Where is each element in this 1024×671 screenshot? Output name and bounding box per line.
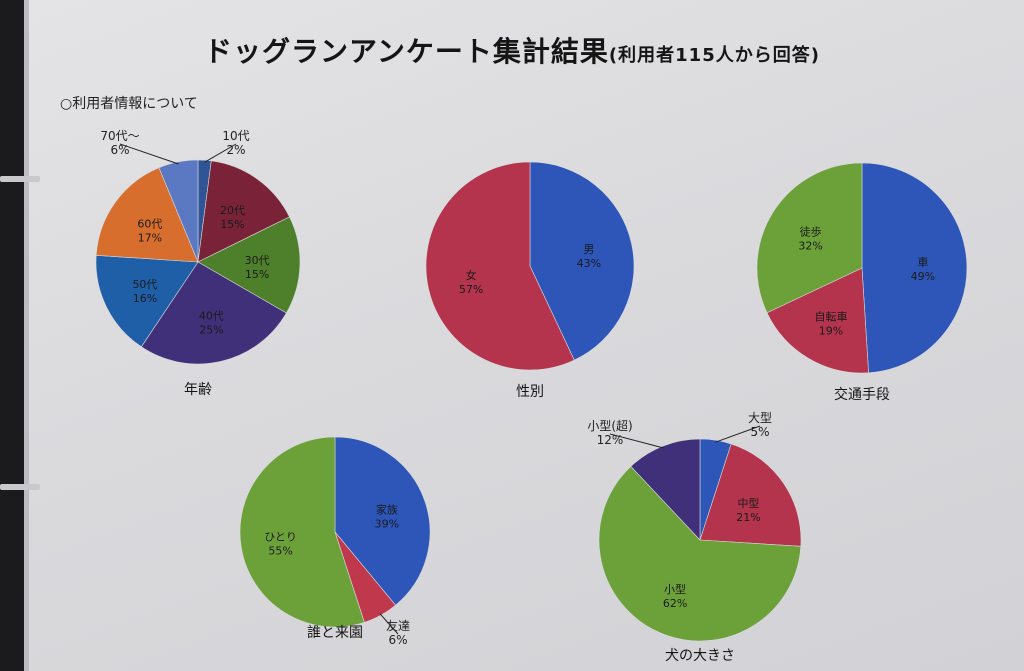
title-main: ドッグランアンケート集計結果 [204, 35, 609, 68]
slice-label: 10代 2% [222, 129, 249, 157]
pie-slice-3-3 [756, 162, 863, 314]
slice-label: 50代 16% [132, 278, 157, 305]
leader-line [119, 143, 179, 165]
pie-slice-1-6 [95, 167, 199, 263]
pie-slice-2-2 [425, 161, 575, 371]
pie-slice-5-4 [630, 438, 701, 541]
slice-label: 男 43% [577, 243, 601, 270]
chart-title: 誰と来園 [307, 625, 363, 641]
slice-label: 40代 25% [199, 310, 224, 337]
slice-label: 家族 39% [375, 502, 399, 530]
chart-title: 交通手段 [834, 386, 890, 403]
slice-label: 車 49% [911, 255, 935, 283]
leader-line [609, 433, 664, 449]
pie-slice-1-4 [140, 261, 287, 365]
pie-slice-5-3 [598, 465, 802, 642]
fence-rail-vertical [24, 0, 29, 671]
slice-label: 大型 5% [748, 411, 772, 439]
pie-slice-1-2 [197, 160, 290, 263]
slice-label: 友達 6% [386, 619, 410, 647]
chart-title: 年齢 [184, 382, 212, 398]
section-heading: ○利用者情報について [60, 96, 198, 112]
pie-slice-5-2 [699, 443, 802, 547]
leader-line [204, 143, 237, 163]
pie-slice-4-1 [334, 436, 431, 606]
slice-label: 小型(超) 12% [587, 418, 632, 447]
slice-label: 徒歩 32% [798, 224, 822, 252]
slice-label: ひとり 55% [264, 531, 297, 558]
pie-slice-1-7 [158, 159, 199, 263]
slice-label: 20代 15% [220, 204, 245, 231]
chart-title: 犬の大きさ [665, 648, 735, 664]
pie-slice-2-1 [529, 161, 635, 361]
pie-slice-3-1 [861, 162, 968, 374]
leader-line [715, 425, 761, 443]
title-subtitle: (利用者115人から回答) [608, 45, 820, 66]
wall-post [0, 0, 26, 671]
pie-slice-4-3 [239, 436, 365, 628]
slice-label: 中型 21% [736, 496, 760, 524]
pie-slice-1-5 [95, 255, 199, 348]
fence-rail [0, 484, 40, 490]
fence-rail [0, 176, 40, 182]
page-title: ドッグランアンケート集計結果(利用者115人から回答) [0, 30, 1024, 70]
slice-label: 小型 62% [663, 582, 687, 610]
pie-slice-3-2 [766, 267, 869, 374]
slice-label: 自転車 19% [814, 309, 847, 337]
slice-label: 女 57% [459, 268, 483, 296]
pie-slice-1-3 [197, 216, 301, 314]
leader-line [379, 613, 399, 635]
slice-label: 70代〜 6% [100, 129, 139, 157]
chart-title: 性別 [516, 384, 544, 400]
slice-label: 60代 17% [137, 218, 162, 245]
slice-label: 30代 15% [245, 254, 270, 281]
